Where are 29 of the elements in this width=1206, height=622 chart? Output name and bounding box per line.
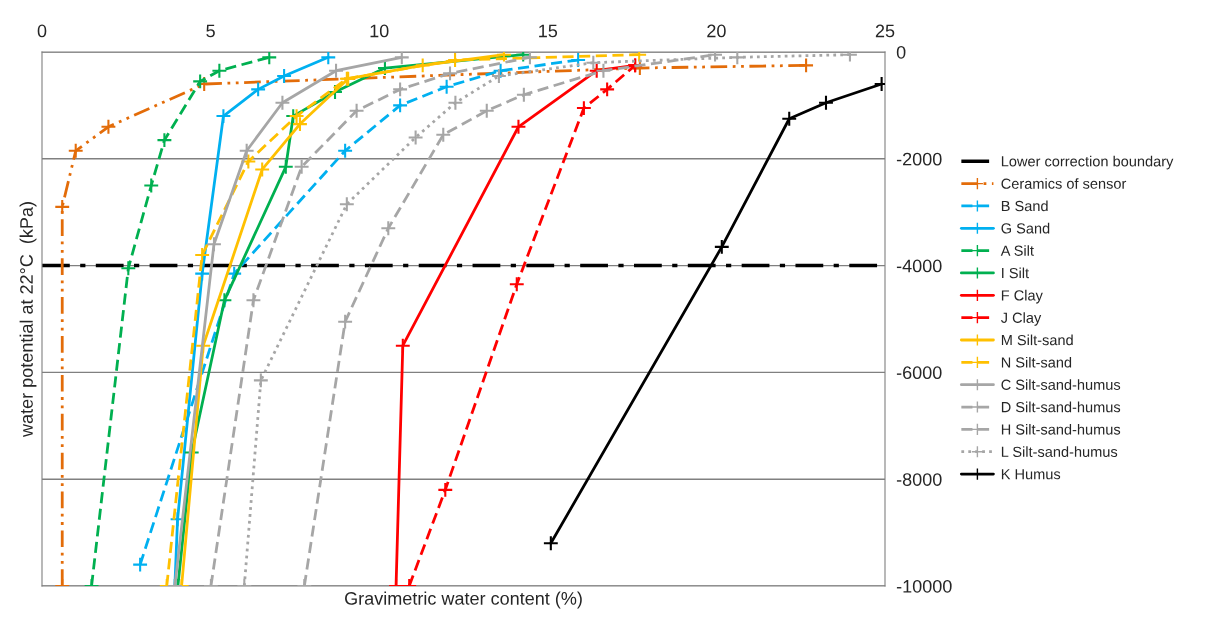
legend-label: C Silt-sand-humus bbox=[1001, 379, 1121, 390]
x-axis-title: Gravimetric water content (%) bbox=[345, 591, 582, 609]
y-tick-label: -6000 bbox=[896, 366, 942, 380]
x-tick-label: 15 bbox=[539, 24, 558, 38]
x-tick-label: 25 bbox=[875, 24, 895, 38]
x-tick-label: 5 bbox=[206, 24, 215, 38]
y-tick-label: -10000 bbox=[896, 579, 952, 593]
legend-label: F Clay bbox=[1001, 289, 1043, 304]
legend-label: A Silt bbox=[1000, 245, 1034, 256]
legend-label: Ceramics of sensor bbox=[1001, 178, 1127, 189]
y-tick-label: -8000 bbox=[896, 473, 942, 486]
x-tick-label: 20 bbox=[707, 24, 726, 38]
y-tick-label: -2000 bbox=[896, 152, 942, 166]
y-tick-label: -4000 bbox=[896, 259, 942, 273]
x-tick-label: 10 bbox=[370, 24, 389, 38]
legend-label: N Silt-sand bbox=[1001, 356, 1072, 368]
legend-label: Lower correction boundary bbox=[1001, 155, 1174, 170]
legend-label: K Humus bbox=[1001, 469, 1061, 480]
y-tick-label: 0 bbox=[896, 45, 906, 59]
legend-label: H Silt-sand-humus bbox=[1001, 423, 1121, 435]
y-axis-title: water potential at 22°C (kPa) bbox=[19, 202, 37, 438]
legend-label: G Sand bbox=[1001, 222, 1050, 234]
legend-label: B Sand bbox=[1001, 200, 1048, 212]
legend-label: J Clay bbox=[1000, 312, 1042, 326]
x-tick-label: 0 bbox=[37, 24, 47, 38]
legend-label: M Silt-sand bbox=[1001, 334, 1073, 346]
legend-label: L Silt-sand-humus bbox=[1001, 446, 1118, 457]
legend-label: D Silt-sand-humus bbox=[1001, 401, 1121, 413]
legend-label: I Silt bbox=[1002, 267, 1029, 279]
